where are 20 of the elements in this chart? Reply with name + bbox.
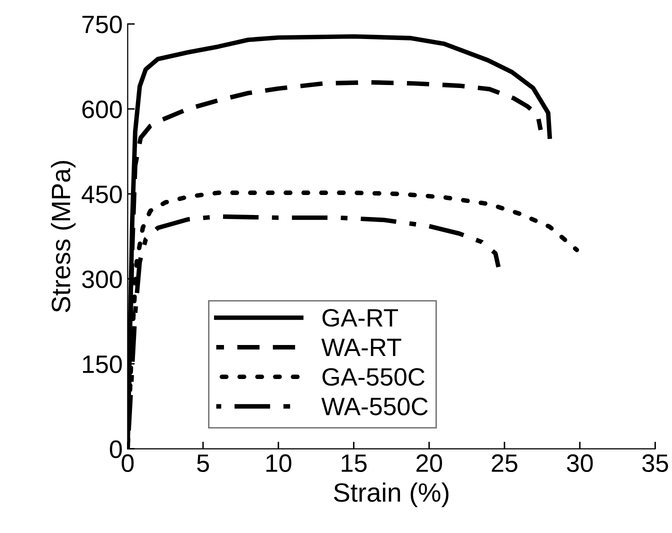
legend-label: GA-RT bbox=[322, 308, 398, 327]
y-tick-label: 300 bbox=[82, 270, 122, 288]
y-tick-label: 750 bbox=[82, 16, 122, 34]
x-tick-label: 0 bbox=[122, 454, 134, 472]
y-tick-label: 450 bbox=[82, 186, 122, 204]
legend-label: WA-550C bbox=[321, 398, 428, 416]
y-tick-label: 0 bbox=[110, 440, 122, 458]
x-tick-label: 20 bbox=[416, 454, 442, 472]
x-tick-label: 10 bbox=[266, 454, 292, 472]
legend-label: WA-RT bbox=[321, 338, 402, 356]
x-tick-label: 35 bbox=[642, 454, 668, 472]
legend-label: GA-550C bbox=[322, 368, 425, 386]
x-tick-label: 15 bbox=[342, 454, 367, 472]
y-tick-label: 600 bbox=[82, 100, 122, 118]
x-tick-label: 25 bbox=[492, 454, 518, 472]
x-tick-label: 5 bbox=[197, 454, 209, 472]
y-tick-label: 150 bbox=[83, 355, 122, 374]
x-tick-label: 30 bbox=[566, 454, 593, 472]
x-axis-title: Strain (%) bbox=[334, 482, 448, 508]
y-axis-title: Stress (MPa) bbox=[50, 161, 76, 312]
